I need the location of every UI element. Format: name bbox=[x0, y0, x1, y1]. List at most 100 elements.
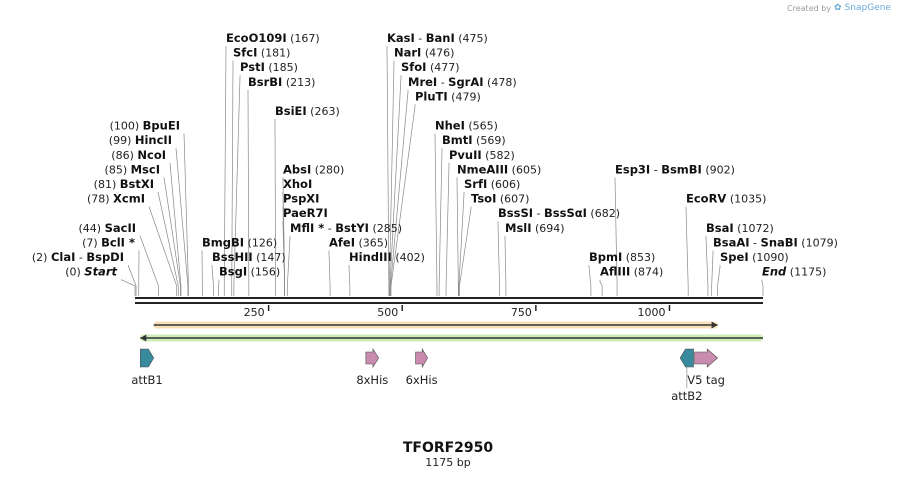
site-nmeaiii[interactable]: NmeAIII (605) bbox=[457, 162, 541, 176]
site-name: NheI bbox=[435, 119, 465, 133]
feature-v5-tag[interactable]: V5 tag bbox=[687, 348, 725, 387]
site-mfli[interactable]: MflI * - BstYI (285) bbox=[290, 221, 402, 235]
site-label: SfoI (477) bbox=[401, 60, 460, 74]
site-end[interactable]: End (1175) bbox=[762, 265, 826, 279]
site-name-2: BanI bbox=[426, 31, 455, 45]
site-ncoi[interactable]: (86) NcoI bbox=[111, 148, 166, 162]
site-label: XhoI bbox=[283, 177, 312, 191]
feature-shape bbox=[415, 347, 428, 369]
site-pvuii[interactable]: PvuII (582) bbox=[449, 148, 515, 162]
site-bcli[interactable]: (7) BclI * bbox=[82, 235, 135, 249]
site-srfi[interactable]: SrfI (606) bbox=[464, 177, 520, 191]
site-kasi[interactable]: KasI - BanI (475) bbox=[387, 31, 488, 45]
site-pspxi[interactable]: PspXI bbox=[283, 192, 319, 206]
leader-lines bbox=[120, 46, 764, 296]
site-bsrbi[interactable]: BsrBI (213) bbox=[248, 75, 315, 89]
site-ecorv[interactable]: EcoRV (1035) bbox=[686, 192, 766, 206]
site-position: (479) bbox=[448, 90, 481, 103]
feature-label: 8xHis bbox=[356, 373, 388, 387]
site-mrei[interactable]: MreI - SgrAI (478) bbox=[408, 75, 517, 89]
site-name: BssHII bbox=[212, 250, 253, 264]
credit-brand: SnapGene bbox=[844, 3, 891, 13]
site-position: (1079) bbox=[798, 236, 838, 249]
map-length: 1175 bp bbox=[425, 456, 470, 469]
site-sfci[interactable]: SfcI (181) bbox=[233, 46, 290, 60]
site-name: BclI bbox=[101, 235, 125, 249]
site-leader-line bbox=[390, 89, 409, 296]
site-bsiei[interactable]: BsiEI (263) bbox=[275, 104, 340, 118]
dna-backbone bbox=[135, 297, 763, 304]
site-bmgbi[interactable]: BmgBI (126) bbox=[202, 235, 277, 249]
site-afliii[interactable]: AflIII (874) bbox=[600, 265, 663, 279]
site-bsshii[interactable]: BssHII (147) bbox=[212, 250, 286, 264]
site-name: SfoI bbox=[401, 60, 426, 74]
feature-attb2[interactable]: attB2 bbox=[671, 348, 702, 403]
site-label: (86) NcoI bbox=[111, 148, 166, 162]
site-paer7i[interactable]: PaeR7I bbox=[283, 206, 328, 220]
site-label: PspXI bbox=[283, 192, 319, 206]
site-ecoo109i[interactable]: EcoO109I (167) bbox=[226, 31, 320, 45]
site-bsgi[interactable]: BsgI (156) bbox=[219, 265, 280, 279]
site-pluti[interactable]: PluTI (479) bbox=[415, 89, 481, 103]
site-separator: - bbox=[324, 222, 335, 235]
site-msli[interactable]: MslI (694) bbox=[505, 221, 565, 235]
site-afei[interactable]: AfeI (365) bbox=[329, 235, 388, 249]
snapgene-logo-icon: ✿ bbox=[834, 3, 842, 13]
site-tsoi[interactable]: TsoI (607) bbox=[471, 192, 529, 206]
feature-6xhis[interactable]: 6xHis bbox=[406, 347, 438, 387]
site-label: SfcI (181) bbox=[233, 46, 290, 60]
orf-reverse[interactable] bbox=[140, 334, 764, 342]
site-nari[interactable]: NarI (476) bbox=[394, 46, 454, 60]
site-bpmi[interactable]: BpmI (853) bbox=[589, 250, 655, 264]
site-start[interactable]: (0) Start bbox=[65, 265, 117, 279]
site-sfoi[interactable]: SfoI (477) bbox=[401, 60, 460, 74]
site-esp3i[interactable]: Esp3I - BsmBI (902) bbox=[615, 162, 735, 176]
site-hincii[interactable]: (99) HincII bbox=[109, 133, 172, 147]
site-name: BsiEI bbox=[275, 104, 307, 118]
site-position: (7) bbox=[82, 236, 101, 249]
site-spei[interactable]: SpeI (1090) bbox=[720, 250, 789, 264]
site-bmti[interactable]: BmtI (569) bbox=[442, 133, 506, 147]
site-sacii[interactable]: (44) SacII bbox=[79, 221, 137, 235]
site-name: BpmI bbox=[589, 250, 622, 264]
feature-label: V5 tag bbox=[687, 373, 725, 387]
site-name: SfcI bbox=[233, 46, 257, 60]
site-position: (126) bbox=[244, 236, 277, 249]
site-bpuei[interactable]: (100) BpuEI bbox=[110, 119, 180, 133]
site-psti[interactable]: PstI (185) bbox=[240, 60, 298, 74]
site-bsai[interactable]: BsaI (1072) bbox=[706, 221, 774, 235]
site-bsssi[interactable]: BssSI - BssSαI (682) bbox=[498, 206, 620, 220]
site-leader-line bbox=[169, 162, 182, 296]
feature-shape bbox=[679, 348, 694, 368]
ruler-tick-750: 750 bbox=[511, 305, 537, 319]
site-hindiii[interactable]: HindIII (402) bbox=[349, 250, 425, 264]
site-leader-line bbox=[705, 235, 709, 296]
site-leader-line bbox=[389, 60, 395, 296]
site-name: BstXI bbox=[120, 177, 154, 191]
site-label: NarI (476) bbox=[394, 46, 454, 60]
site-position: (475) bbox=[455, 32, 488, 45]
orf-forward-head bbox=[711, 321, 718, 329]
site-label: (7) BclI * bbox=[82, 235, 135, 249]
feature-8xhis[interactable]: 8xHis bbox=[356, 347, 388, 387]
site-label: BmgBI (126) bbox=[202, 235, 277, 249]
site-absi[interactable]: AbsI (280) bbox=[283, 162, 344, 176]
site-clai[interactable]: (2) ClaI - BspDI bbox=[32, 250, 124, 264]
site-nhei[interactable]: NheI (565) bbox=[435, 119, 498, 133]
feature-label: 6xHis bbox=[406, 373, 438, 387]
site-name: NcoI bbox=[137, 148, 166, 162]
feature-attb1[interactable]: attB1 bbox=[131, 348, 163, 387]
site-xcmi[interactable]: (78) XcmI bbox=[87, 192, 145, 206]
orf-forward[interactable] bbox=[153, 321, 718, 329]
site-xhoi[interactable]: XhoI bbox=[283, 177, 312, 191]
site-position: (285) bbox=[369, 222, 402, 235]
site-msci[interactable]: (85) MscI bbox=[105, 162, 160, 176]
site-leader-line bbox=[348, 265, 351, 296]
site-position: (569) bbox=[473, 134, 506, 147]
site-bstxi[interactable]: (81) BstXI bbox=[94, 177, 154, 191]
site-label: BpmI (853) bbox=[589, 250, 655, 264]
site-leader-line bbox=[139, 235, 159, 296]
site-name: BmgBI bbox=[202, 235, 244, 249]
site-bsaai[interactable]: BsaAI - SnaBI (1079) bbox=[713, 235, 838, 249]
site-leader-line bbox=[456, 177, 459, 296]
